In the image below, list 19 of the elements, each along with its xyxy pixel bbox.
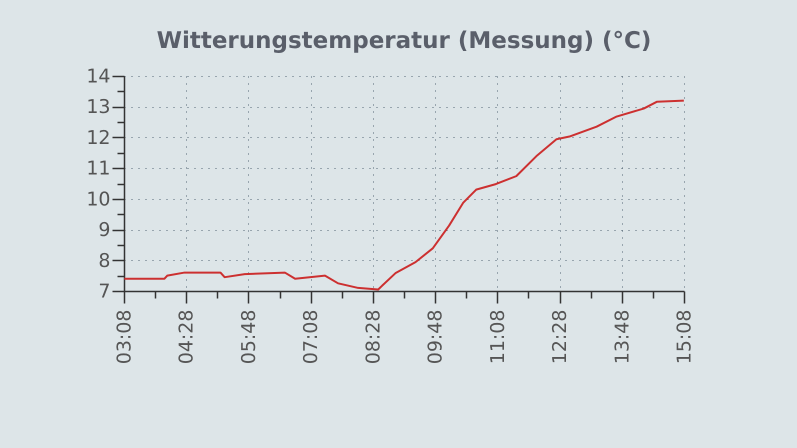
x-tick-label: 11:08	[486, 310, 509, 364]
y-tick-label: 7	[98, 280, 110, 302]
x-tick-label: 08:28	[362, 310, 384, 364]
x-tick-label: 04:28	[176, 310, 198, 364]
x-tick-label: 12:28	[549, 310, 572, 364]
x-tick-label: 13:48	[611, 310, 634, 364]
x-tick-label: 07:08	[300, 310, 322, 364]
y-tick-label: 13	[86, 96, 110, 118]
x-tick-label: 05:48	[238, 310, 260, 364]
y-tick-label: 8	[98, 250, 110, 272]
chart-title: Witterungstemperatur (Messung) (°C)	[156, 28, 652, 54]
y-tick-label: 11	[86, 158, 110, 180]
y-tick-label: 9	[98, 219, 110, 242]
y-tick-label: 12	[86, 126, 110, 149]
x-tick-label: 15:08	[674, 310, 696, 364]
y-tick-label: 10	[86, 188, 110, 210]
x-tick-label: 03:08	[114, 310, 136, 364]
y-tick-label: 14	[86, 66, 110, 88]
x-tick-label: 09:48	[424, 310, 447, 364]
